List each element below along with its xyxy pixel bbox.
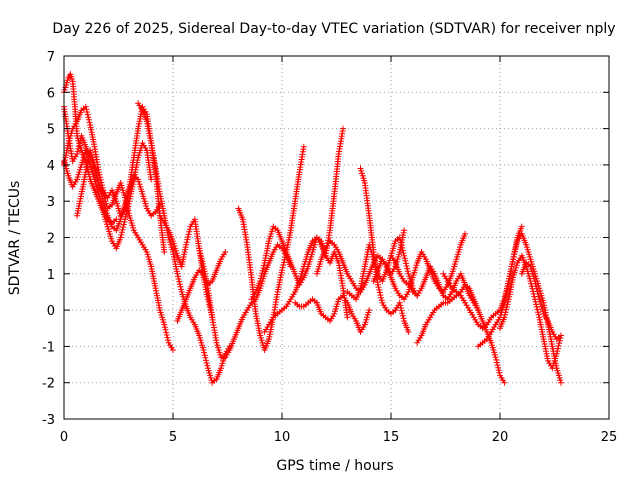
series-sat-i — [196, 241, 294, 361]
series-markers-sat-k — [248, 125, 346, 303]
series-markers-sat-f — [135, 100, 233, 386]
series-line-sat-i — [198, 244, 292, 358]
series-markers-sat-i — [196, 241, 294, 361]
series-markers-sat-m — [292, 292, 373, 335]
series-sat-w — [518, 259, 564, 343]
series-sat-r — [388, 252, 482, 314]
x-tick-label-3: 15 — [383, 430, 400, 445]
axes-frame — [63, 55, 610, 420]
x-tick-label-0: 0 — [60, 430, 68, 445]
series-markers-sat-r — [388, 252, 482, 314]
y-tick-label-10: 7 — [47, 50, 55, 65]
plot-series — [61, 71, 564, 386]
series-sat-k — [248, 125, 346, 303]
series-sat-e — [74, 147, 163, 234]
x-tick-label-2: 10 — [274, 430, 291, 445]
series-sat-o — [344, 234, 421, 303]
series-sat-m — [292, 292, 373, 335]
y-tick-labels: -3 -2 -1 0 1 2 3 4 5 6 7 — [42, 50, 55, 428]
series-sat-g — [156, 212, 216, 321]
series-markers-sat-u — [475, 230, 564, 386]
x-tick-label-1: 5 — [169, 430, 177, 445]
series-markers-sat-j — [235, 143, 307, 353]
series-sat-u — [475, 230, 564, 386]
y-tick-label-7: 4 — [47, 159, 55, 174]
x-tick-label-4: 20 — [492, 430, 509, 445]
series-markers-sat-n — [313, 227, 408, 295]
series-sat-q — [370, 230, 469, 303]
series-markers-sat-v — [497, 252, 564, 372]
y-tick-label-5: 2 — [47, 232, 55, 247]
y-tick-label-6: 3 — [47, 195, 55, 210]
y-tick-label-0: -3 — [42, 413, 55, 428]
series-markers-sat-e — [74, 147, 163, 234]
series-sat-j — [235, 143, 307, 353]
series-sat-v — [497, 252, 564, 372]
y-axis-label: SDTVAR / TECUs — [7, 181, 23, 296]
x-axis-label: GPS time / hours — [276, 458, 393, 474]
series-markers-sat-w — [518, 259, 564, 343]
series-markers-sat-q — [370, 230, 469, 303]
y-tick-label-9: 6 — [47, 86, 55, 101]
y-tick-label-3: 0 — [47, 304, 55, 319]
y-tick-label-8: 5 — [47, 123, 55, 138]
y-tick-label-2: -1 — [42, 340, 55, 355]
x-tick-label-5: 25 — [601, 430, 618, 445]
x-tick-labels: 0 5 10 15 20 25 — [60, 430, 617, 445]
chart-title: Day 226 of 2025, Sidereal Day-to-day VTE… — [52, 21, 615, 37]
y-tick-label-4: 1 — [47, 268, 55, 283]
y-tick-label-1: -2 — [42, 377, 55, 392]
grid — [64, 56, 609, 419]
